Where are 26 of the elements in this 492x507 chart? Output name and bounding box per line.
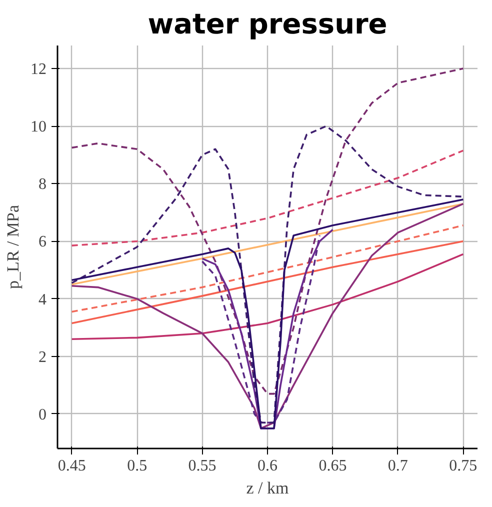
line-series bbox=[70, 202, 464, 286]
y-tick-label: 6 bbox=[38, 234, 46, 251]
line-series bbox=[70, 68, 464, 395]
y-tick-label: 12 bbox=[30, 61, 46, 78]
line-series bbox=[201, 234, 321, 424]
line-series bbox=[70, 253, 464, 340]
y-tick-label: 0 bbox=[38, 406, 46, 424]
y-axis-title: p_LR / MPa bbox=[4, 204, 22, 290]
chart-title: water pressure bbox=[148, 8, 388, 40]
y-tick-label: 2 bbox=[38, 348, 46, 366]
line-series bbox=[70, 240, 464, 324]
x-tick-label: 0.65 bbox=[318, 458, 347, 474]
y-tick-label: 4 bbox=[38, 291, 46, 308]
x-tick-label: 0.7 bbox=[388, 458, 408, 474]
line-series bbox=[201, 228, 334, 430]
x-tick-label: 0.6 bbox=[258, 458, 278, 474]
line-series bbox=[70, 224, 464, 313]
x-tick-label: 0.45 bbox=[58, 458, 86, 474]
line-series bbox=[70, 150, 464, 246]
x-tick-label: 0.5 bbox=[127, 458, 148, 474]
x-tick-label: 0.75 bbox=[449, 458, 478, 474]
y-tick-label: 8 bbox=[38, 176, 46, 194]
y-tick-label: 10 bbox=[30, 118, 46, 136]
line-series bbox=[70, 125, 464, 424]
x-tick-label: 0.55 bbox=[188, 458, 216, 474]
x-axis-title: z / km bbox=[246, 478, 289, 498]
